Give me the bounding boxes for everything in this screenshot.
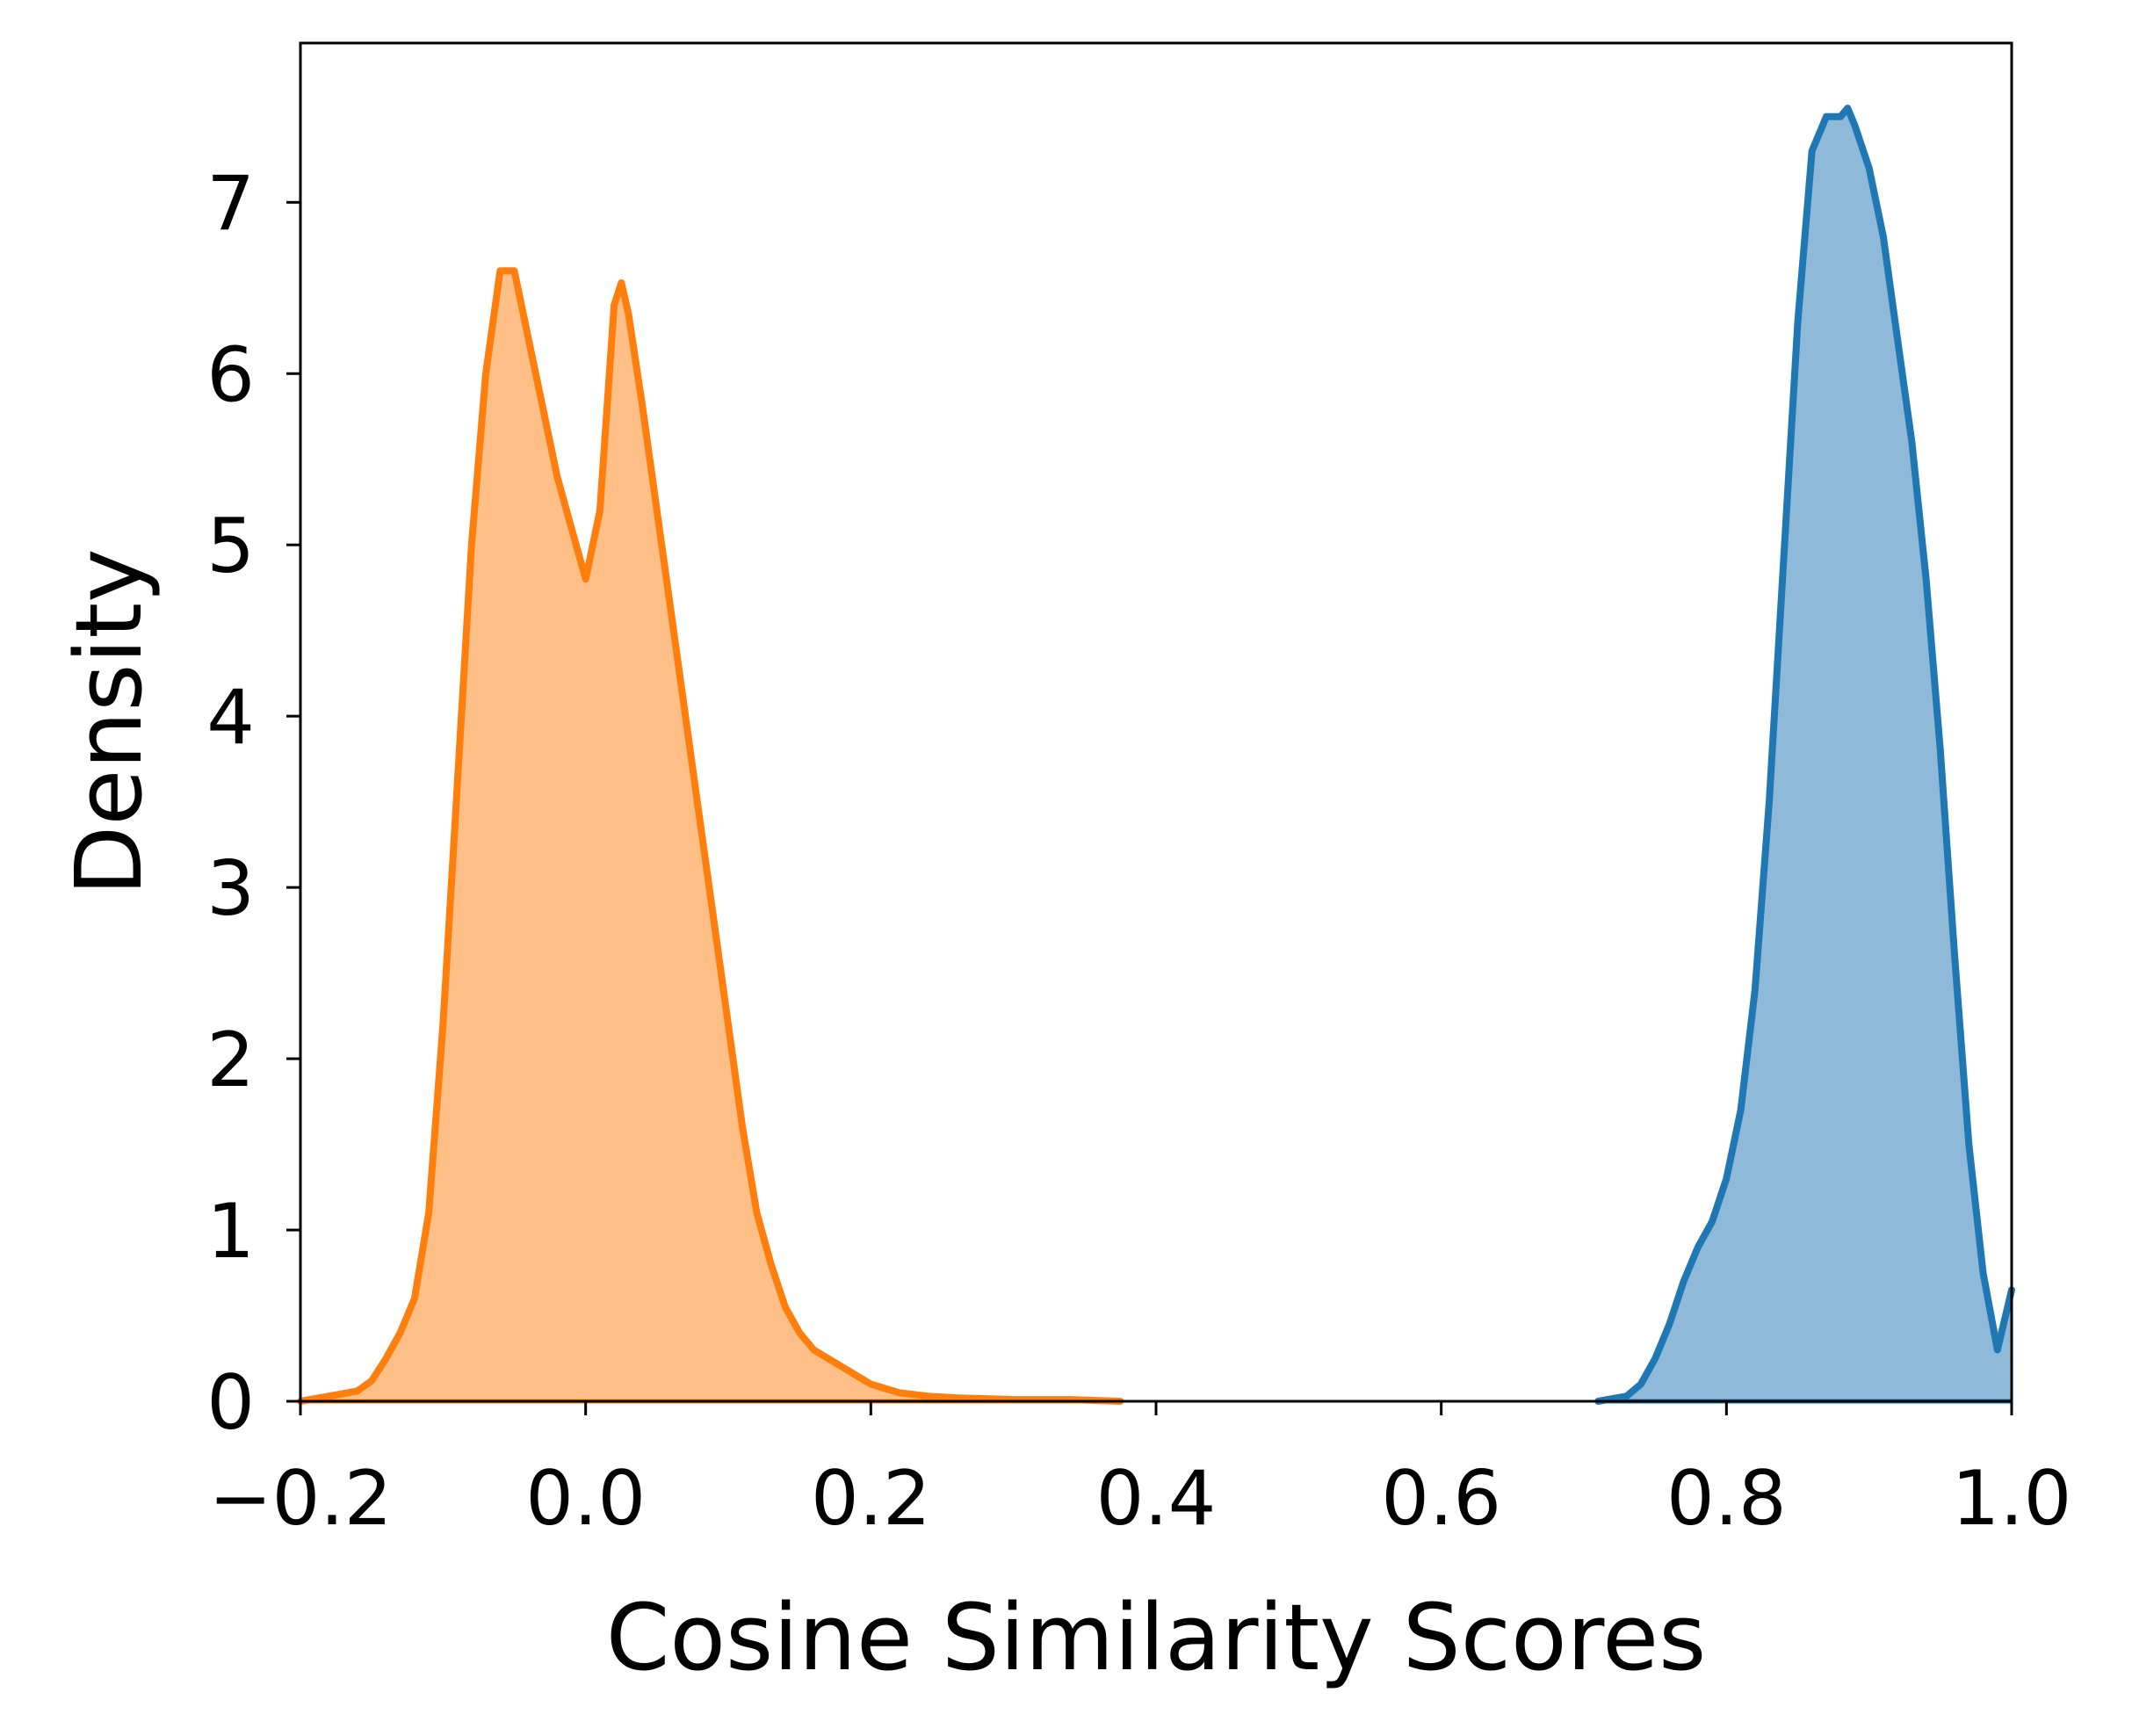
y-tick-label: 0 [206,1359,255,1447]
y-tick-label: 3 [206,845,255,933]
x-tick-label: 0.4 [1096,1455,1217,1543]
series-layer [297,105,2015,1405]
x-tick-label: 0.0 [525,1455,646,1543]
x-axis-ticks: −0.2 0.0 0.2 0.4 0.6 0.8 1.0 [209,1401,2072,1543]
series-1-line [297,267,1124,1405]
series-1-area [300,271,1121,1401]
y-axis-label: Density [55,548,163,895]
y-tick-label: 4 [206,674,255,762]
y-axis-ticks: 0 1 2 3 4 5 6 7 [206,160,300,1447]
x-axis-label: Cosine Similarity Scores [606,1584,1707,1691]
y-tick-label: 5 [206,503,255,590]
y-tick-label: 7 [206,160,255,248]
x-tick-label: 0.8 [1666,1455,1787,1543]
x-tick-label: −0.2 [209,1455,393,1543]
series-2-area [1598,108,2012,1402]
x-tick-label: 1.0 [1952,1455,2072,1543]
x-tick-label: 0.2 [811,1455,931,1543]
y-tick-label: 2 [206,1016,255,1104]
x-tick-label: 0.6 [1381,1455,1501,1543]
y-tick-label: 1 [206,1188,255,1276]
y-tick-label: 6 [206,331,255,419]
series-2-line [1594,105,2015,1405]
